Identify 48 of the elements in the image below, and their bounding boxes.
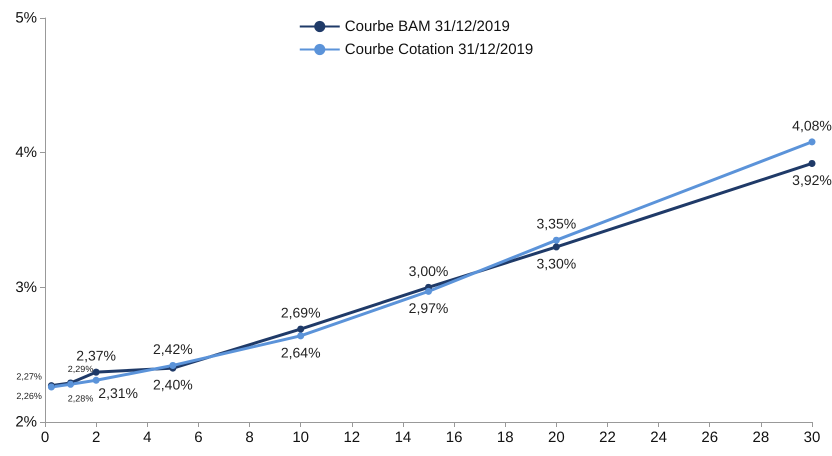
data-label: 3,35% [536, 216, 576, 232]
data-label: 2,42% [152, 340, 193, 357]
data-label: 2,26% [16, 390, 42, 401]
point [808, 138, 816, 146]
data-label: 3,30% [536, 255, 576, 272]
x-tick-label: 16 [446, 429, 462, 446]
point [297, 326, 304, 333]
legend-label: Courbe BAM 31/12/2019 [344, 18, 510, 35]
y-tick-label: 5% [15, 10, 37, 26]
data-label: 2,29% [68, 364, 94, 374]
legend-label: Courbe Cotation 31/12/2019 [344, 41, 534, 58]
x-tick-label: 30 [804, 429, 820, 446]
data-label: 2,64% [280, 344, 321, 360]
data-label: 2,97% [408, 300, 448, 316]
point [425, 288, 432, 295]
x-tick-label: 0 [40, 429, 50, 446]
y-tick-label: 4% [15, 144, 37, 162]
data-label: 3,92% [792, 172, 832, 188]
point [169, 362, 176, 369]
x-tick-label: 4 [143, 429, 152, 446]
data-label: 2,69% [280, 304, 321, 321]
data-label: 4,08% [792, 117, 832, 134]
point [297, 332, 304, 340]
data-label: 2,28% [68, 393, 94, 404]
data-label: 2,27% [16, 372, 42, 382]
data-label: 2,40% [152, 376, 193, 393]
x-tick-label: 20 [548, 429, 565, 446]
data-label: 2,31% [98, 384, 138, 401]
point [92, 376, 100, 384]
x-tick-label: 28 [752, 429, 770, 446]
point [552, 243, 560, 250]
data-label: 2,37% [76, 348, 116, 364]
x-tick-label: 2 [92, 429, 100, 446]
x-tick-label: 10 [292, 429, 310, 446]
x-tick-label: 14 [394, 429, 412, 446]
x-tick-label: 24 [650, 429, 667, 446]
point [808, 160, 816, 167]
x-tick-label: 6 [194, 429, 203, 446]
x-tick-label: 18 [496, 429, 514, 446]
x-tick-label: 26 [701, 429, 718, 446]
data-label: 3,00% [408, 262, 448, 279]
x-tick-label: 22 [599, 429, 616, 446]
y-tick-label: 3% [15, 278, 37, 296]
point [92, 368, 100, 376]
x-tick-label: 8 [245, 429, 254, 446]
x-tick-label: 12 [343, 429, 360, 446]
point [552, 236, 560, 244]
y-tick-label: 2% [15, 414, 37, 430]
